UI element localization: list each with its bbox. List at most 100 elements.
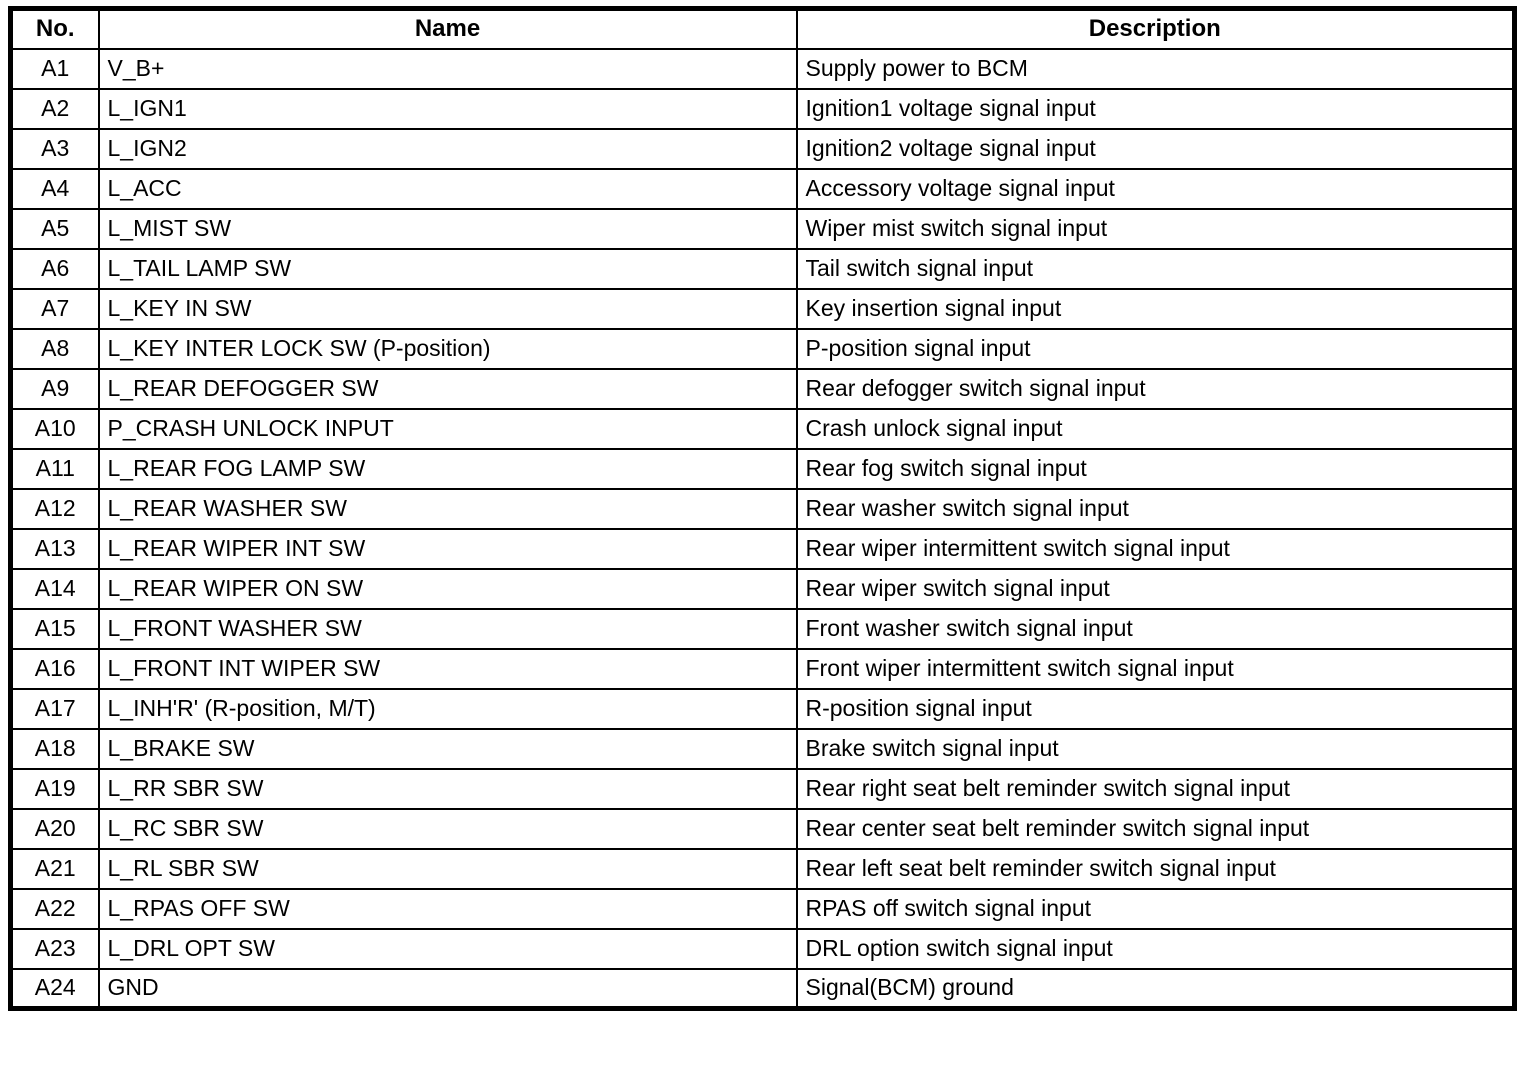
pin-name-cell: L_RL SBR SW [97,847,798,890]
column-header-no: No. [9,7,100,50]
pin-number-cell: A22 [9,887,100,930]
table-row: A18 L_BRAKE SW Brake switch signal input [9,727,1516,770]
table-row: A20 L_RC SBR SW Rear center seat belt remi… [9,807,1516,850]
pin-name-cell: L_ACC [97,167,798,210]
pin-name-cell: L_DRL OPT SW [97,927,798,970]
column-header-name: Name [97,7,798,50]
pin-name-cell: L_BRAKE SW [97,727,798,770]
table-row: A14 L_REAR WIPER ON SW Rear wiper switch s… [9,567,1516,610]
pin-description-cell: Brake switch signal input [795,727,1516,770]
table-row: A19 L_RR SBR SW Rear right seat belt remin… [9,767,1516,810]
pin-description-cell: DRL option switch signal input [795,927,1516,970]
pin-number-cell: A14 [9,567,100,610]
pin-name-cell: L_IGN1 [97,87,798,130]
pin-number-cell: A15 [9,607,100,650]
pin-name-cell: L_FRONT WASHER SW [97,607,798,650]
pin-name-cell: P_CRASH UNLOCK INPUT [97,407,798,450]
pin-name-cell: L_KEY IN SW [97,287,798,330]
pin-number-cell: A3 [9,127,100,170]
pin-number-cell: A21 [9,847,100,890]
table-row: A23 L_DRL OPT SW DRL option switch signal … [9,927,1516,970]
pin-number-cell: A5 [9,207,100,250]
pin-number-cell: A23 [9,927,100,970]
table-row: A12 L_REAR WASHER SW Rear washer switch si… [9,487,1516,530]
table-row: A17 L_INH'R' (R-position, M/T) R-position … [9,687,1516,730]
pin-name-cell: L_RPAS OFF SW [97,887,798,930]
pin-description-cell: Front wiper intermittent switch signal i… [795,647,1516,690]
pin-description-cell: P-position signal input [795,327,1516,370]
table-row: A2 L_IGN1 Ignition1 voltage signal input [9,87,1516,130]
table-row: A22 L_RPAS OFF SW RPAS off switch signal i… [9,887,1516,930]
pin-number-cell: A20 [9,807,100,850]
table-row: A11 L_REAR FOG LAMP SW Rear fog switch sig… [9,447,1516,490]
table-row: A3 L_IGN2 Ignition2 voltage signal input [9,127,1516,170]
pin-name-cell: L_REAR DEFOGGER SW [97,367,798,410]
pin-number-cell: A17 [9,687,100,730]
pin-name-cell: L_REAR WIPER ON SW [97,567,798,610]
pin-number-cell: A24 [9,967,100,1010]
table-body: A1 V_B+ Supply power to BCM A2 L_IGN1 Ignitio… [9,47,1516,1010]
pin-name-cell: L_REAR WIPER INT SW [97,527,798,570]
column-header-description: Description [795,7,1516,50]
pin-description-cell: Supply power to BCM [795,47,1516,90]
pin-description-cell: Rear washer switch signal input [795,487,1516,530]
table-row: A24 GND Signal(BCM) ground [9,967,1516,1010]
pin-description-cell: Crash unlock signal input [795,407,1516,450]
pin-number-cell: A9 [9,367,100,410]
pin-name-cell: L_IGN2 [97,127,798,170]
pin-number-cell: A13 [9,527,100,570]
connector-pin-table: No. Name Description A1 V_B+ Supply power … [8,6,1517,1011]
pin-name-cell: L_REAR FOG LAMP SW [97,447,798,490]
table-row: A16 L_FRONT INT WIPER SW Front wiper inter… [9,647,1516,690]
table-row: A7 L_KEY IN SW Key insertion signal input [9,287,1516,330]
table-row: A4 L_ACC Accessory voltage signal input [9,167,1516,210]
pin-description-cell: Rear center seat belt reminder switch si… [795,807,1516,850]
pin-description-cell: Ignition1 voltage signal input [795,87,1516,130]
table-row: A8 L_KEY INTER LOCK SW (P-position) P-posi… [9,327,1516,370]
pin-number-cell: A10 [9,407,100,450]
pin-description-cell: Signal(BCM) ground [795,967,1516,1010]
pin-description-cell: Front washer switch signal input [795,607,1516,650]
pin-description-cell: Rear wiper intermittent switch signal in… [795,527,1516,570]
pin-description-cell: Wiper mist switch signal input [795,207,1516,250]
pin-number-cell: A19 [9,767,100,810]
table-row: A9 L_REAR DEFOGGER SW Rear defogger switch… [9,367,1516,410]
table-row: A13 L_REAR WIPER INT SW Rear wiper intermi… [9,527,1516,570]
pin-number-cell: A18 [9,727,100,770]
pin-description-cell: Tail switch signal input [795,247,1516,290]
table-row: A10 P_CRASH UNLOCK INPUT Crash unlock sign… [9,407,1516,450]
pin-description-cell: R-position signal input [795,687,1516,730]
pin-description-cell: Rear wiper switch signal input [795,567,1516,610]
pin-name-cell: L_TAIL LAMP SW [97,247,798,290]
pin-name-cell: V_B+ [97,47,798,90]
table-row: A5 L_MIST SW Wiper mist switch signal inpu… [9,207,1516,250]
pin-name-cell: GND [97,967,798,1010]
pin-description-cell: Rear defogger switch signal input [795,367,1516,410]
pin-number-cell: A2 [9,87,100,130]
pin-number-cell: A7 [9,287,100,330]
pin-description-cell: RPAS off switch signal input [795,887,1516,930]
pin-number-cell: A4 [9,167,100,210]
pin-name-cell: L_RC SBR SW [97,807,798,850]
table-row: A21 L_RL SBR SW Rear left seat belt remind… [9,847,1516,890]
table-row: A15 L_FRONT WASHER SW Front washer switch … [9,607,1516,650]
pin-name-cell: L_INH'R' (R-position, M/T) [97,687,798,730]
pin-number-cell: A8 [9,327,100,370]
pin-description-cell: Rear left seat belt reminder switch sign… [795,847,1516,890]
pin-number-cell: A1 [9,47,100,90]
pin-number-cell: A16 [9,647,100,690]
pin-name-cell: L_REAR WASHER SW [97,487,798,530]
pin-number-cell: A11 [9,447,100,490]
table-header: No. Name Description [9,7,1516,50]
pin-description-cell: Rear right seat belt reminder switch sig… [795,767,1516,810]
table-row: A6 L_TAIL LAMP SW Tail switch signal input [9,247,1516,290]
header-row: No. Name Description [9,7,1516,50]
pin-description-cell: Rear fog switch signal input [795,447,1516,490]
pin-description-cell: Key insertion signal input [795,287,1516,330]
pin-number-cell: A12 [9,487,100,530]
pin-description-cell: Ignition2 voltage signal input [795,127,1516,170]
pin-description-cell: Accessory voltage signal input [795,167,1516,210]
table-row: A1 V_B+ Supply power to BCM [9,47,1516,90]
pin-number-cell: A6 [9,247,100,290]
